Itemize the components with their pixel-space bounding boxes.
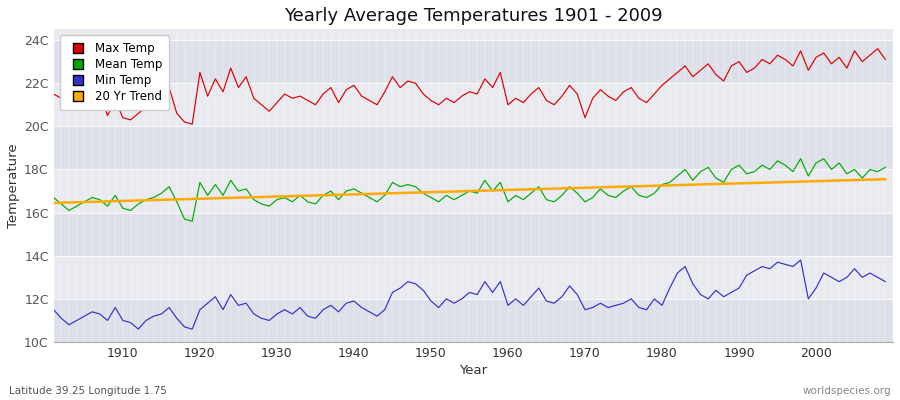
Bar [54, 170, 893, 213]
Legend: Max Temp, Mean Temp, Min Temp, 20 Yr Trend: Max Temp, Mean Temp, Min Temp, 20 Yr Tre… [59, 35, 169, 110]
Text: worldspecies.org: worldspecies.org [803, 386, 891, 396]
Bar [54, 126, 893, 170]
Y-axis label: Temperature: Temperature [7, 143, 20, 228]
Bar [54, 213, 893, 256]
X-axis label: Year: Year [459, 364, 488, 377]
Text: Latitude 39.25 Longitude 1.75: Latitude 39.25 Longitude 1.75 [9, 386, 166, 396]
Bar [54, 256, 893, 299]
Bar [54, 0, 893, 40]
Bar [54, 83, 893, 126]
Bar [54, 40, 893, 83]
Bar [54, 299, 893, 342]
Title: Yearly Average Temperatures 1901 - 2009: Yearly Average Temperatures 1901 - 2009 [284, 7, 662, 25]
